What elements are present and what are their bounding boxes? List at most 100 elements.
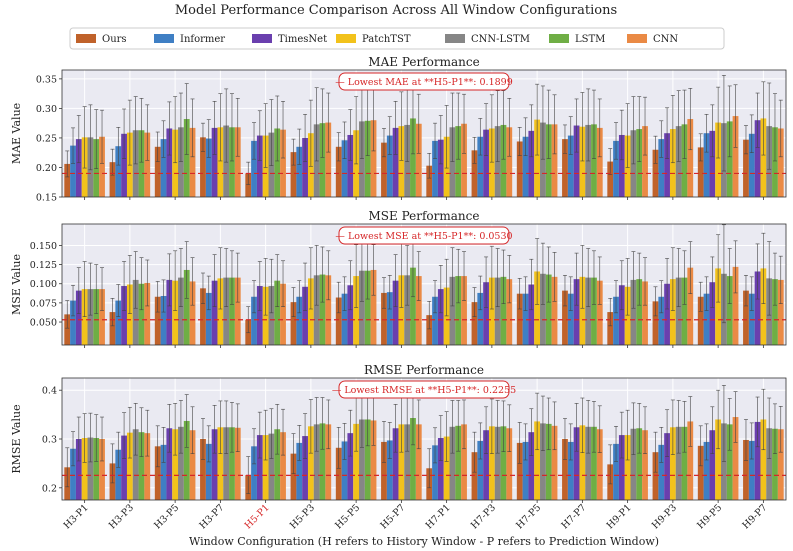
bar-rmse-lstm-h7-p3 <box>500 426 507 500</box>
chart-title: Model Performance Comparison Across All … <box>175 3 617 18</box>
bar-mse-timesnet-h3-p3 <box>121 286 127 345</box>
bar-rmse-informer-h3-p5 <box>160 444 167 500</box>
bar-rmse-patchtst-h9-p1 <box>624 435 631 500</box>
annotation-box-mse <box>338 226 510 245</box>
bar-mse-cnn-lstm-h7-p7 <box>585 277 592 345</box>
bar-mae-cnn-lstm-h3-p5 <box>178 127 184 197</box>
bar-mae-timesnet-h9-p7 <box>754 120 761 197</box>
bar-mse-timesnet-h7-p7 <box>573 279 580 345</box>
bar-mse-patchtst-h7-p7 <box>579 276 586 345</box>
bar-rmse-lstm-h3-p5 <box>183 420 190 500</box>
annotation-box-mae <box>338 72 510 91</box>
bar-rmse-cnn-lstm-h3-p5 <box>178 426 184 500</box>
bar-mse-patchtst-h7-p1 <box>443 287 450 345</box>
bar-mse-informer-h3-p3 <box>115 300 122 345</box>
bar-mse-informer-h7-p3 <box>477 292 484 345</box>
bar-mse-cnn-h9-p7 <box>777 279 784 345</box>
xtick-label-h5-p5: H5-P5 <box>333 502 362 531</box>
bar-mse-cnn-h7-p1 <box>461 276 467 345</box>
bar-mae-cnn-h3-p7 <box>234 127 241 197</box>
bar-rmse-cnn-h9-p3 <box>687 421 694 500</box>
bar-rmse-timesnet-h5-p1 <box>256 435 263 500</box>
bar-mae-cnn-h5-p1 <box>280 129 286 197</box>
bar-rmse-patchtst-h9-p3 <box>669 427 676 500</box>
legend-label-patchtst: PatchTST <box>362 34 411 45</box>
ytick-label-mae: 0.35 <box>36 74 57 85</box>
xtick-label-h5-p7: H5-P7 <box>379 502 408 531</box>
bar-mae-lstm-h5-p7 <box>410 118 416 197</box>
panel-mae: 0.15 0.20 0.25 0.30 0.35 — Lowest MAE at **H5… <box>10 55 787 204</box>
bar-rmse-lstm-h9-p1 <box>636 428 643 500</box>
bar-mae-timesnet-h9-p5 <box>709 130 716 197</box>
bar-mae-ours-h5-p1 <box>245 173 252 197</box>
bar-mse-lstm-h7-p5 <box>545 274 552 345</box>
bar-rmse-patchtst-h7-p3 <box>488 426 495 500</box>
bar-rmse-cnn-lstm-h3-p7 <box>223 427 230 500</box>
bar-mae-cnn-h7-p5 <box>551 124 558 197</box>
bar-mse-lstm-h7-p7 <box>591 277 597 345</box>
bar-mae-ours-h5-p3 <box>290 152 297 197</box>
bar-rmse-timesnet-h5-p3 <box>302 436 308 500</box>
bar-rmse-patchtst-h7-p1 <box>443 436 450 500</box>
bar-mae-informer-h7-p5 <box>522 136 529 197</box>
legend-label-cnn-lstm: CNN-LSTM <box>471 34 530 45</box>
bar-mse-ours-h7-p3 <box>471 302 478 345</box>
bar-mse-lstm-h5-p1 <box>274 280 281 345</box>
bar-rmse-patchtst-h3-p1 <box>81 438 88 500</box>
bar-rmse-timesnet-h5-p7 <box>392 428 399 500</box>
bar-rmse-cnn-h7-p3 <box>506 428 513 500</box>
bar-mae-timesnet-h5-p5 <box>347 134 354 197</box>
bar-mse-patchtst-h9-p5 <box>715 268 722 345</box>
bar-mse-patchtst-h9-p1 <box>624 286 631 345</box>
bar-mae-informer-h9-p1 <box>613 140 619 197</box>
bar-rmse-patchtst-h3-p7 <box>217 427 224 500</box>
plot-frame-mse <box>61 223 787 346</box>
bar-mae-cnn-lstm-h5-p5 <box>359 121 365 197</box>
bar-mse-cnn-h5-p5 <box>370 269 377 345</box>
bar-rmse-informer-h5-p7 <box>386 440 393 500</box>
bar-mae-ours-h9-p7 <box>743 139 749 197</box>
bar-mse-cnn-h3-p5 <box>189 281 196 345</box>
y-axis-label-mse: MSE Value <box>10 254 23 315</box>
bar-rmse-cnn-lstm-h5-p1 <box>268 433 275 500</box>
bar-mae-informer-h7-p1 <box>432 140 438 197</box>
bar-rmse-cnn-h7-p1 <box>461 424 467 500</box>
bar-mse-cnn-h9-p3 <box>687 267 694 345</box>
bar-rmse-lstm-h7-p5 <box>545 423 552 500</box>
bar-mae-timesnet-h9-p1 <box>618 134 625 197</box>
bar-rmse-ours-h7-p5 <box>516 442 523 500</box>
bar-mse-informer-h3-p5 <box>160 295 167 345</box>
bar-rmse-cnn-h3-p7 <box>234 427 241 500</box>
bar-mse-timesnet-h9-p7 <box>754 271 761 345</box>
legend-label-cnn: CNN <box>653 34 678 45</box>
y-axis-label-rmse: RMSE Value <box>10 404 23 473</box>
bar-rmse-cnn-lstm-h5-p7 <box>404 424 411 500</box>
bar-mse-patchtst-h5-p1 <box>262 286 269 345</box>
bar-mae-lstm-h7-p5 <box>545 124 552 197</box>
bar-mae-cnn-h9-p5 <box>732 116 739 197</box>
bar-mse-patchtst-h5-p5 <box>353 276 360 345</box>
bar-mae-lstm-h7-p7 <box>591 124 597 197</box>
bar-mae-patchtst-h7-p7 <box>579 126 586 197</box>
bar-mse-lstm-h3-p1 <box>93 289 100 345</box>
bar-mse-cnn-h5-p3 <box>325 275 332 345</box>
bar-rmse-patchtst-h9-p5 <box>715 419 722 500</box>
bar-mse-informer-h9-p1 <box>613 296 619 345</box>
bar-mse-cnn-lstm-h3-p1 <box>87 289 94 345</box>
bar-rmse-timesnet-h9-p7 <box>754 421 761 500</box>
bar-mse-ours-h3-p3 <box>109 312 116 345</box>
ytick-label-mse: 0.050 <box>30 318 57 329</box>
bar-rmse-informer-h7-p1 <box>432 445 438 500</box>
bar-mae-lstm-h5-p5 <box>364 120 371 197</box>
bar-mae-timesnet-h7-p7 <box>573 125 580 197</box>
legend-swatch-cnn-lstm <box>445 34 465 43</box>
bar-mse-cnn-h5-p7 <box>415 276 422 345</box>
bar-mse-cnn-h9-p5 <box>732 266 739 345</box>
bar-mse-lstm-h3-p5 <box>183 269 190 345</box>
bar-mse-lstm-h9-p1 <box>636 279 643 345</box>
bar-mae-ours-h3-p7 <box>200 137 206 197</box>
annotation-mae: — Lowest MAE at **H5-P1**: 0.1899 <box>335 77 513 88</box>
bar-rmse-cnn-lstm-h7-p1 <box>449 426 456 500</box>
bar-mse-ours-h9-p7 <box>743 290 749 345</box>
bar-mse-timesnet-h7-p5 <box>528 284 535 345</box>
